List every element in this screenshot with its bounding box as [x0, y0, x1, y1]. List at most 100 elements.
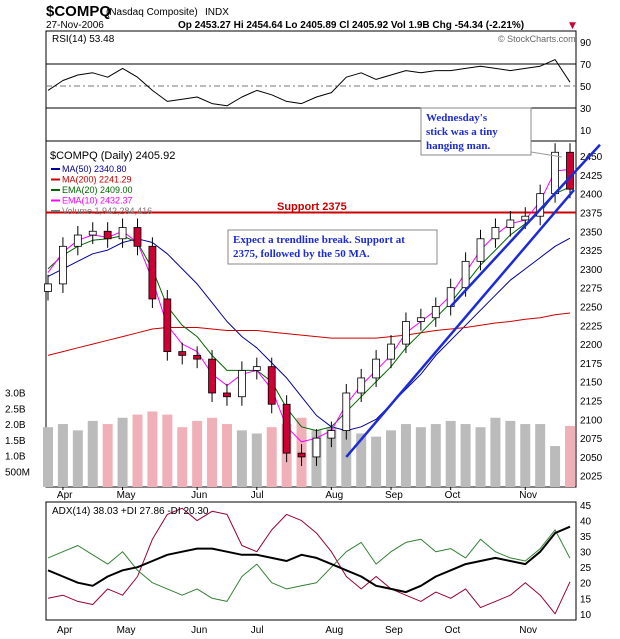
adx-tick-label: 20 [580, 579, 592, 590]
volume-bar [251, 433, 262, 487]
price-tick-label: 2075 [580, 434, 603, 445]
price-candle [223, 392, 231, 398]
adx-line [47, 525, 571, 594]
price-candle [133, 227, 142, 247]
volume-bar [207, 417, 218, 487]
price-x-tick: Sep [385, 490, 403, 501]
adx-x-tick: Sep [385, 625, 403, 636]
volume-tick-label: 1.0B [5, 452, 26, 463]
price-candle [267, 366, 276, 405]
volume-bar [43, 427, 53, 487]
price-candle [297, 452, 306, 458]
price-x-tick: Jul [251, 490, 264, 501]
price-tick-label: 2400 [580, 190, 603, 201]
price-candle [59, 245, 67, 285]
price-candle [73, 234, 82, 247]
volume-bar [400, 424, 411, 487]
price-x-tick: Nov [519, 490, 537, 501]
volume-bar [341, 430, 352, 487]
volume-bar [505, 420, 516, 487]
price-candle [178, 351, 187, 356]
price-candle [208, 358, 216, 394]
volume-bar [236, 430, 247, 487]
watermark: © StockCharts.com [498, 34, 576, 44]
adx-plot: 45 40 35 30 25 20 15 10 Apr May Jun Jul Aug Sep Oct Nov [47, 501, 592, 636]
minus-di-line [47, 507, 571, 615]
price-candle [88, 230, 97, 236]
price-tick-label: 2175 [580, 359, 603, 370]
volume-bar [162, 414, 173, 487]
adx-tick-label: 25 [580, 563, 592, 574]
price-x-tick: Jun [191, 490, 207, 501]
price-candle [148, 245, 157, 300]
volume-bar [117, 417, 128, 487]
volume-bar [221, 424, 232, 487]
rsi-tick-label: 10 [580, 126, 592, 137]
rsi-title: RSI(14) 53.48 [52, 34, 115, 45]
price-candle [327, 430, 336, 439]
price-x-tick: Aug [325, 490, 343, 501]
comment-trendline: Expect a trendline break. Support at 2375… [233, 234, 405, 260]
rsi-tick-label: 50 [580, 82, 592, 93]
price-tick-label: 2025 [580, 472, 603, 483]
price-candle [491, 227, 500, 240]
volume-bar [430, 424, 441, 487]
chart-date: 27-Nov-2006 [46, 20, 104, 31]
volume-bar [535, 424, 546, 487]
volume-bar [371, 436, 382, 487]
comment-hanging-man: Wednesday's stick was a tiny hanging man. [426, 112, 498, 152]
price-candle [476, 238, 485, 262]
price-tick-label: 2050 [580, 453, 603, 464]
adx-panel [45, 501, 577, 621]
price-candle [118, 227, 127, 240]
price-tick-label: 2300 [580, 265, 603, 276]
adx-tick-label: 40 [580, 517, 592, 528]
volume-tick-label: 1.5B [5, 436, 26, 447]
adx-tick-label: 30 [580, 548, 592, 559]
legend-entry: MA(50) 2340.80 [62, 164, 127, 174]
rsi-line [47, 59, 571, 107]
adx-x-tick: Jul [251, 625, 264, 636]
price-x-tick: Oct [445, 490, 461, 501]
support-label: Support 2375 [277, 201, 347, 213]
volume-tick-label: 2.0B [5, 420, 26, 431]
price-candle [357, 377, 366, 394]
price-candle [252, 366, 261, 371]
volume-bar [87, 420, 98, 487]
change-down-icon: ▼ [569, 21, 576, 31]
volume-bar [192, 420, 203, 487]
price-candle [163, 298, 172, 353]
price-tick-label: 2150 [580, 378, 603, 389]
price-candle [566, 151, 574, 190]
adx-x-tick: Nov [519, 625, 537, 636]
volume-tick-label: 2.5B [5, 404, 26, 415]
price-candle [551, 151, 559, 195]
trendline-upper [449, 143, 601, 308]
volume-bar [147, 411, 158, 487]
symbol-exchange: INDX [205, 7, 229, 18]
volume-bar [550, 446, 561, 487]
price-candle [312, 437, 321, 458]
adx-x-tick: Apr [57, 625, 73, 636]
comment-box-trendline [227, 229, 438, 265]
price-candle [342, 392, 351, 431]
symbol-title: $COMPQ [46, 3, 111, 20]
volume-bar [445, 420, 456, 487]
volume-tick-label: 3.0B [5, 389, 26, 400]
volume-bar [565, 425, 575, 487]
price-tick-label: 2100 [580, 415, 603, 426]
rsi-plot: 90 70 50 30 10 [46, 38, 592, 137]
volume-bar [102, 424, 113, 487]
comment-box-hanging-man [420, 107, 532, 156]
price-tick-label: 2125 [580, 397, 603, 408]
adx-tick-label: 45 [580, 501, 592, 512]
price-tick-label: 2375 [580, 208, 603, 219]
price-tick-label: 2200 [580, 340, 603, 351]
price-tick-label: 2225 [580, 321, 603, 332]
price-tick-label: 2350 [580, 227, 603, 238]
volume-bar [266, 427, 277, 487]
legend-entry: EMA(10) 2432.37 [62, 196, 133, 206]
adx-tick-label: 35 [580, 532, 592, 543]
